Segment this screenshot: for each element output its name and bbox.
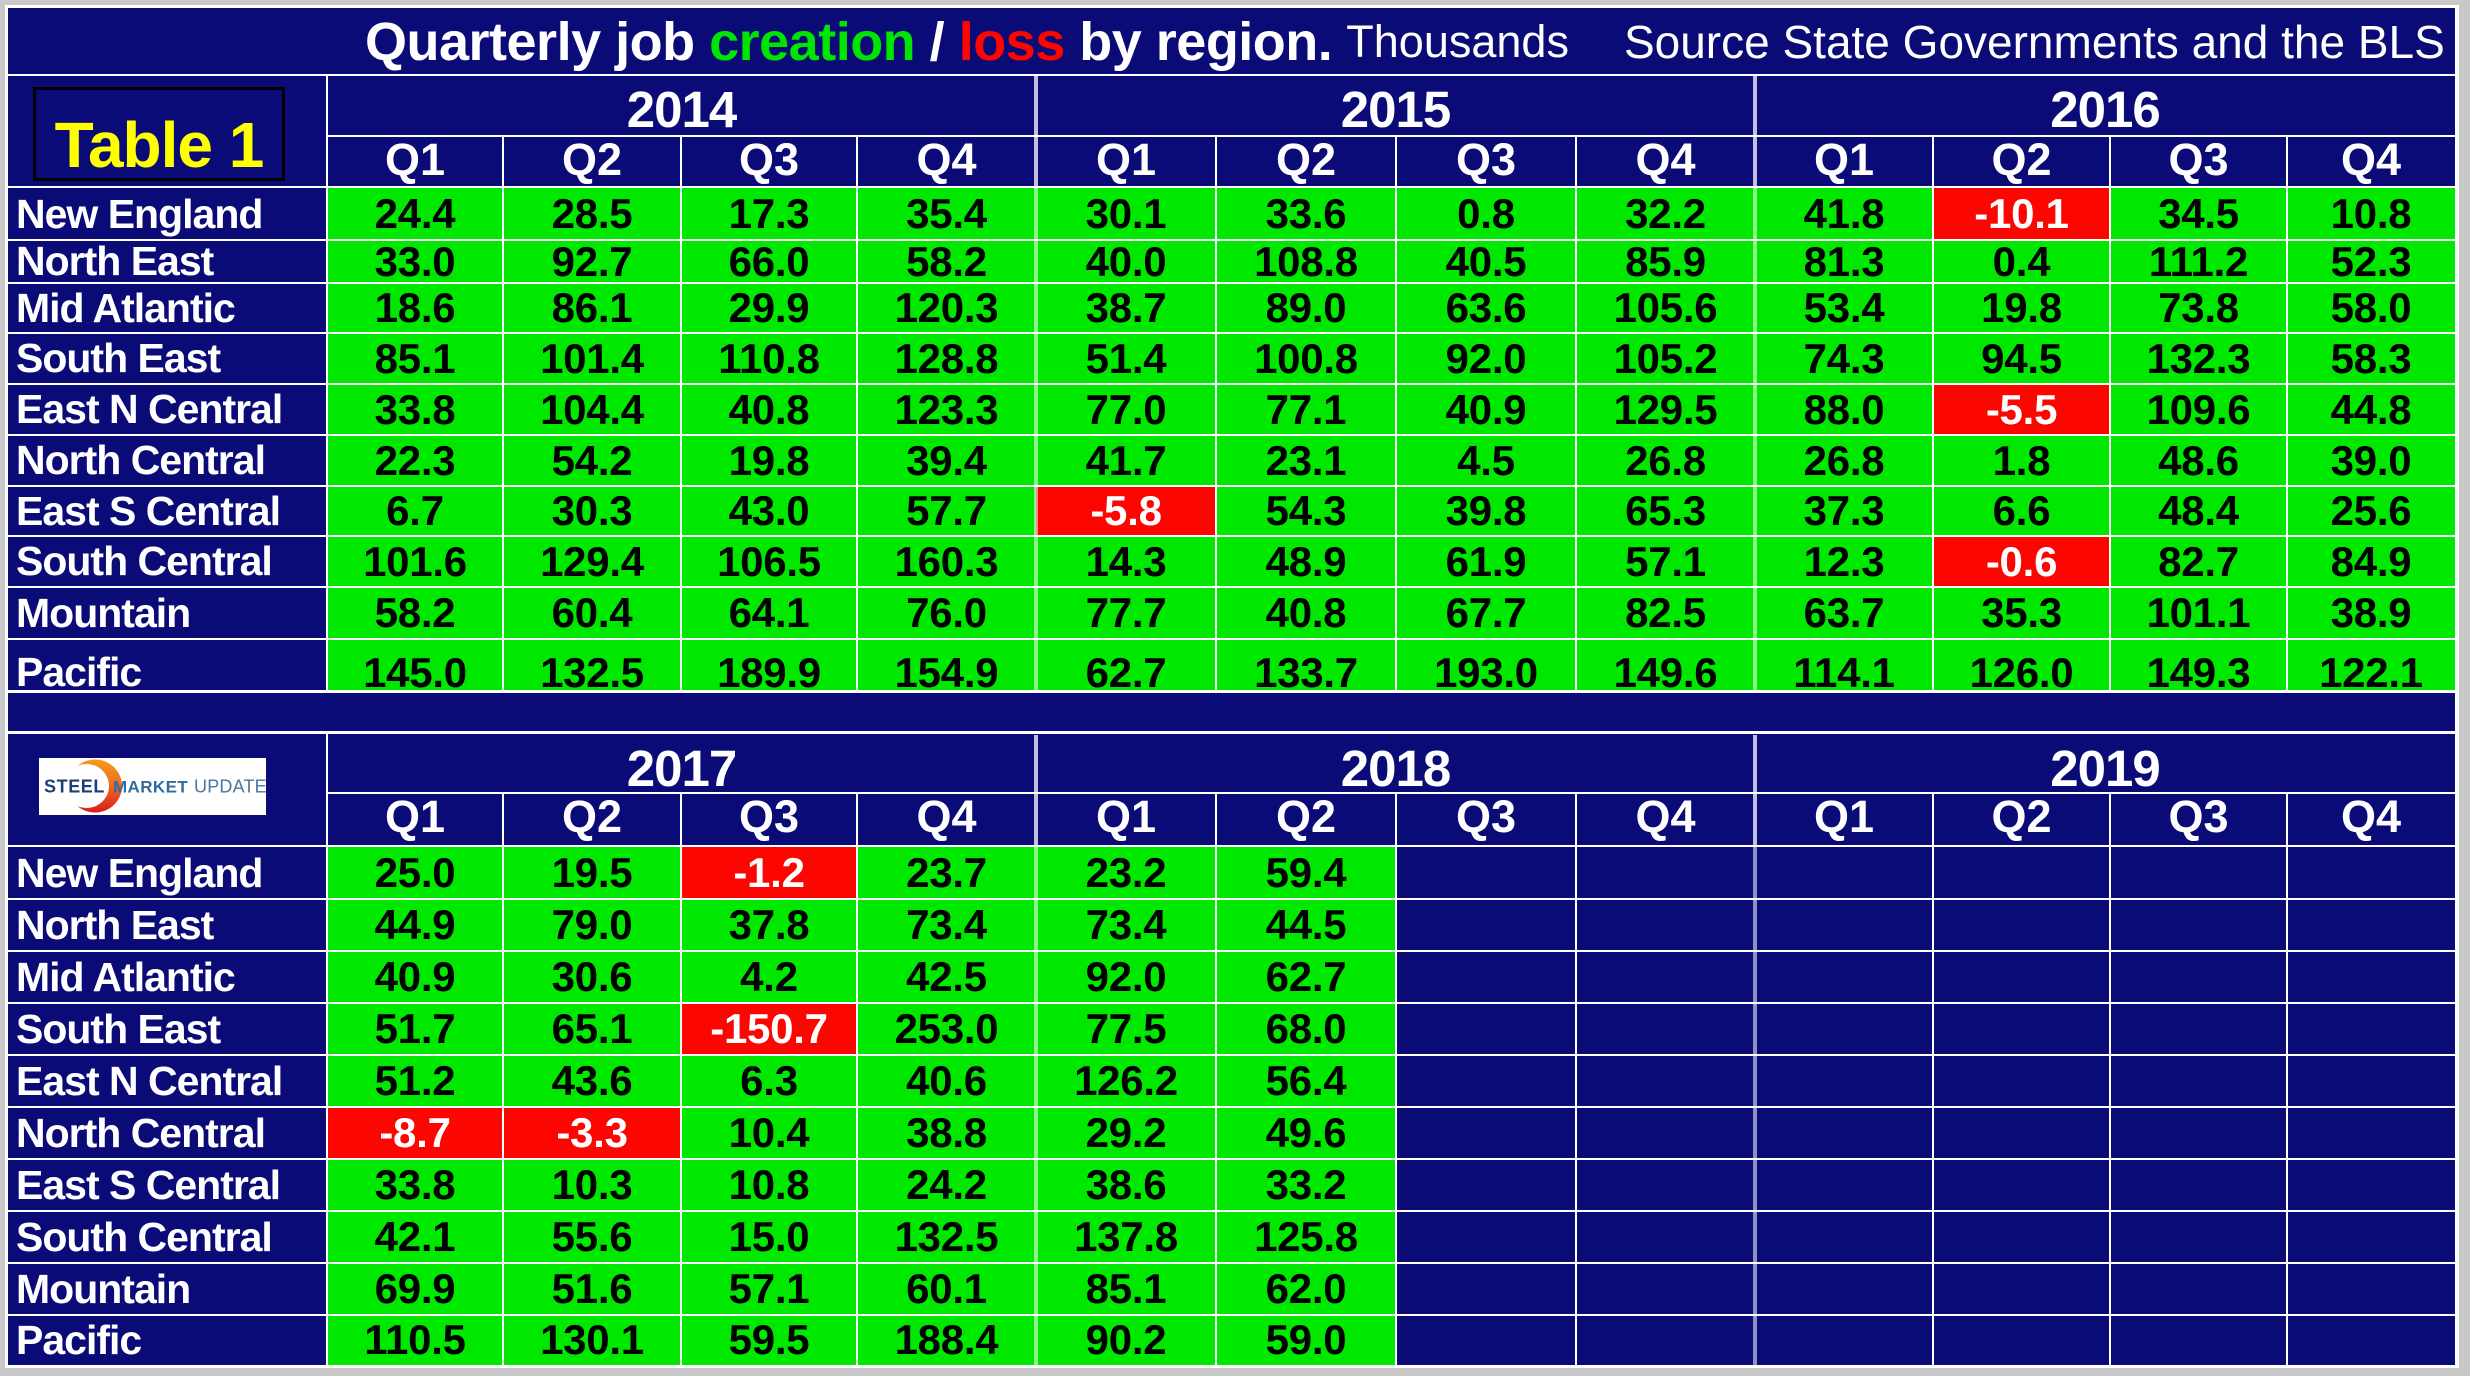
svg-text:UPDATE: UPDATE	[194, 777, 266, 797]
svg-text:STEEL: STEEL	[44, 777, 105, 797]
svg-text:MARKET: MARKET	[113, 778, 188, 797]
